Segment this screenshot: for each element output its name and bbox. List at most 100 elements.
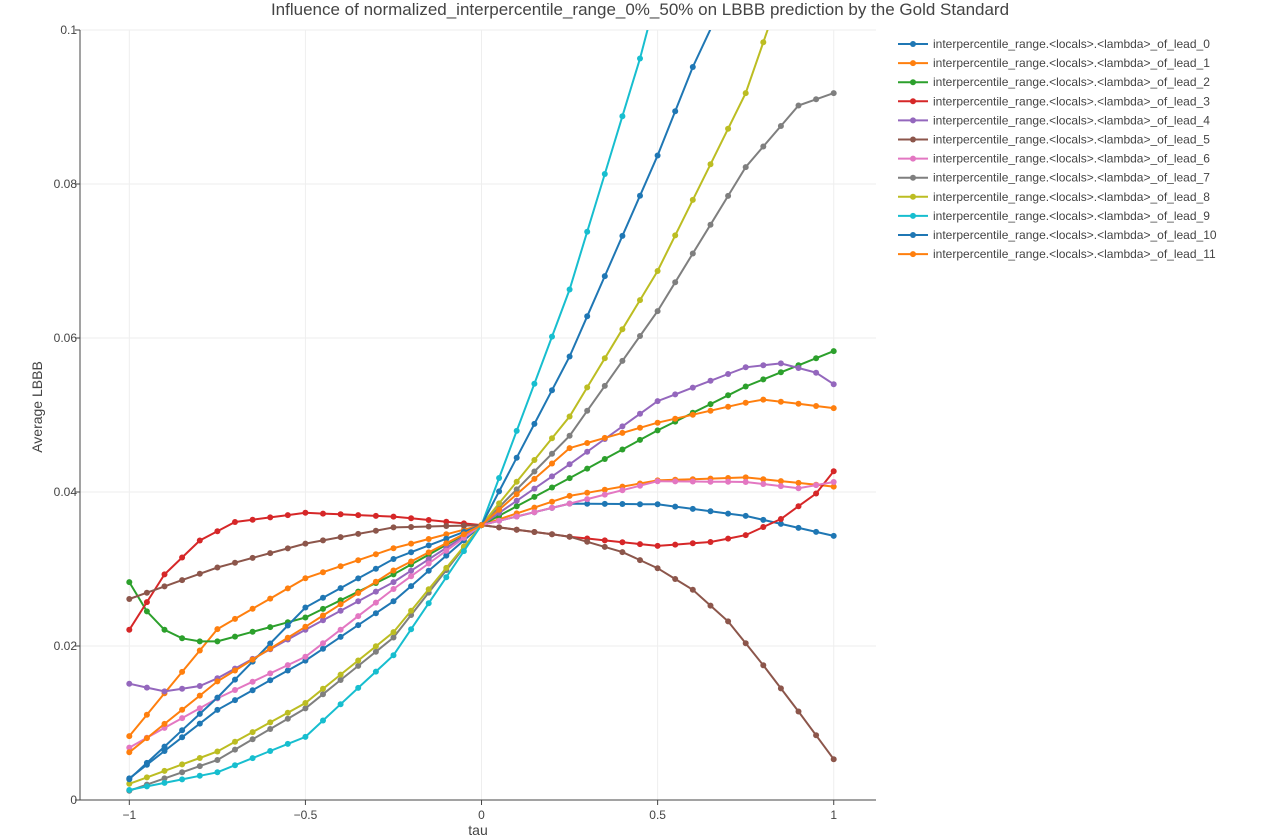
legend-swatch-marker [910, 41, 916, 47]
data-point [601, 355, 608, 362]
legend-item[interactable]: interpercentile_range.<locals>.<lambda>_… [898, 75, 1210, 89]
data-point [513, 503, 520, 510]
data-point [513, 497, 520, 504]
data-point [425, 560, 432, 567]
data-point [126, 680, 133, 687]
chart-title: Influence of normalized_interpercentile_… [271, 0, 1009, 19]
data-point [742, 532, 749, 539]
data-point [742, 383, 749, 390]
data-point [707, 161, 714, 168]
data-point [249, 678, 256, 685]
data-point [390, 629, 397, 636]
data-point [672, 391, 679, 398]
data-point [601, 382, 608, 389]
data-point [531, 380, 538, 387]
data-point [566, 492, 573, 499]
data-point [707, 221, 714, 228]
data-point [513, 491, 520, 498]
y-tick-label: 0.08 [54, 177, 78, 191]
data-point [161, 779, 168, 786]
data-point [584, 228, 591, 235]
legend-item[interactable]: interpercentile_range.<locals>.<lambda>_… [898, 247, 1216, 261]
data-point [531, 485, 538, 492]
data-point [320, 537, 326, 544]
data-point [654, 308, 661, 315]
x-axis-title: tau [468, 822, 487, 838]
data-point [249, 736, 256, 743]
y-tick-label: 0.04 [54, 485, 78, 499]
data-point [425, 523, 432, 530]
data-point [425, 549, 432, 556]
data-point [777, 520, 784, 527]
data-point [637, 482, 643, 489]
x-tick-label: −0.5 [294, 808, 318, 822]
data-point [302, 540, 309, 547]
data-point [355, 684, 362, 691]
data-point [355, 613, 362, 620]
data-point [689, 384, 696, 391]
data-point [443, 535, 450, 542]
data-point [337, 677, 344, 683]
data-point [549, 435, 555, 442]
data-point [284, 634, 291, 641]
data-point [126, 733, 133, 740]
legend-swatch-marker [910, 212, 916, 219]
data-point [408, 540, 415, 547]
legend-item[interactable]: interpercentile_range.<locals>.<lambda>_… [898, 152, 1210, 166]
data-point [777, 483, 784, 490]
legend-item[interactable]: interpercentile_range.<locals>.<lambda>_… [898, 209, 1210, 223]
legend-item[interactable]: interpercentile_range.<locals>.<lambda>_… [898, 37, 1210, 51]
series-8 [126, 30, 769, 787]
data-point [302, 575, 309, 582]
legend-swatch-marker [910, 232, 916, 238]
data-point [284, 512, 291, 519]
data-point [408, 573, 415, 580]
data-point [478, 522, 485, 529]
legend-label: interpercentile_range.<locals>.<lambda>_… [933, 113, 1210, 127]
data-point [126, 787, 133, 793]
data-point [584, 448, 591, 455]
data-point [654, 565, 661, 572]
series-10 [126, 30, 712, 783]
data-point [355, 575, 362, 582]
data-point [249, 755, 256, 762]
data-point [232, 559, 238, 566]
data-point [513, 486, 520, 493]
data-point [566, 432, 573, 439]
data-point [689, 540, 696, 547]
data-point [584, 489, 591, 496]
data-point [813, 528, 820, 535]
data-point [760, 362, 767, 369]
data-point [425, 517, 432, 523]
legend-item[interactable]: interpercentile_range.<locals>.<lambda>_… [898, 228, 1217, 242]
legend-item[interactable]: interpercentile_range.<locals>.<lambda>_… [898, 94, 1210, 108]
data-point [725, 392, 732, 399]
legend-item[interactable]: interpercentile_range.<locals>.<lambda>_… [898, 133, 1210, 147]
legend-item[interactable]: interpercentile_range.<locals>.<lambda>_… [898, 56, 1210, 70]
data-point [126, 776, 133, 783]
data-point [707, 539, 714, 545]
data-point [284, 709, 291, 716]
legend-item[interactable]: interpercentile_range.<locals>.<lambda>_… [898, 171, 1210, 185]
data-point [619, 539, 626, 546]
legend-item[interactable]: interpercentile_range.<locals>.<lambda>_… [898, 113, 1210, 127]
data-point [601, 486, 608, 493]
data-point [214, 694, 221, 701]
data-point [672, 415, 679, 422]
data-point [443, 574, 450, 581]
data-point [637, 436, 643, 443]
data-point [654, 478, 661, 485]
data-point [425, 586, 432, 593]
data-point [302, 733, 309, 740]
data-point [584, 384, 591, 391]
legend-label: interpercentile_range.<locals>.<lambda>_… [933, 56, 1210, 70]
data-point [214, 638, 221, 645]
data-point [443, 564, 450, 571]
data-point [425, 567, 432, 574]
data-point [161, 571, 168, 578]
legend-item[interactable]: interpercentile_range.<locals>.<lambda>_… [898, 190, 1210, 204]
data-point [267, 726, 274, 732]
data-point [654, 268, 661, 274]
data-point [179, 577, 186, 584]
data-point [390, 545, 397, 552]
